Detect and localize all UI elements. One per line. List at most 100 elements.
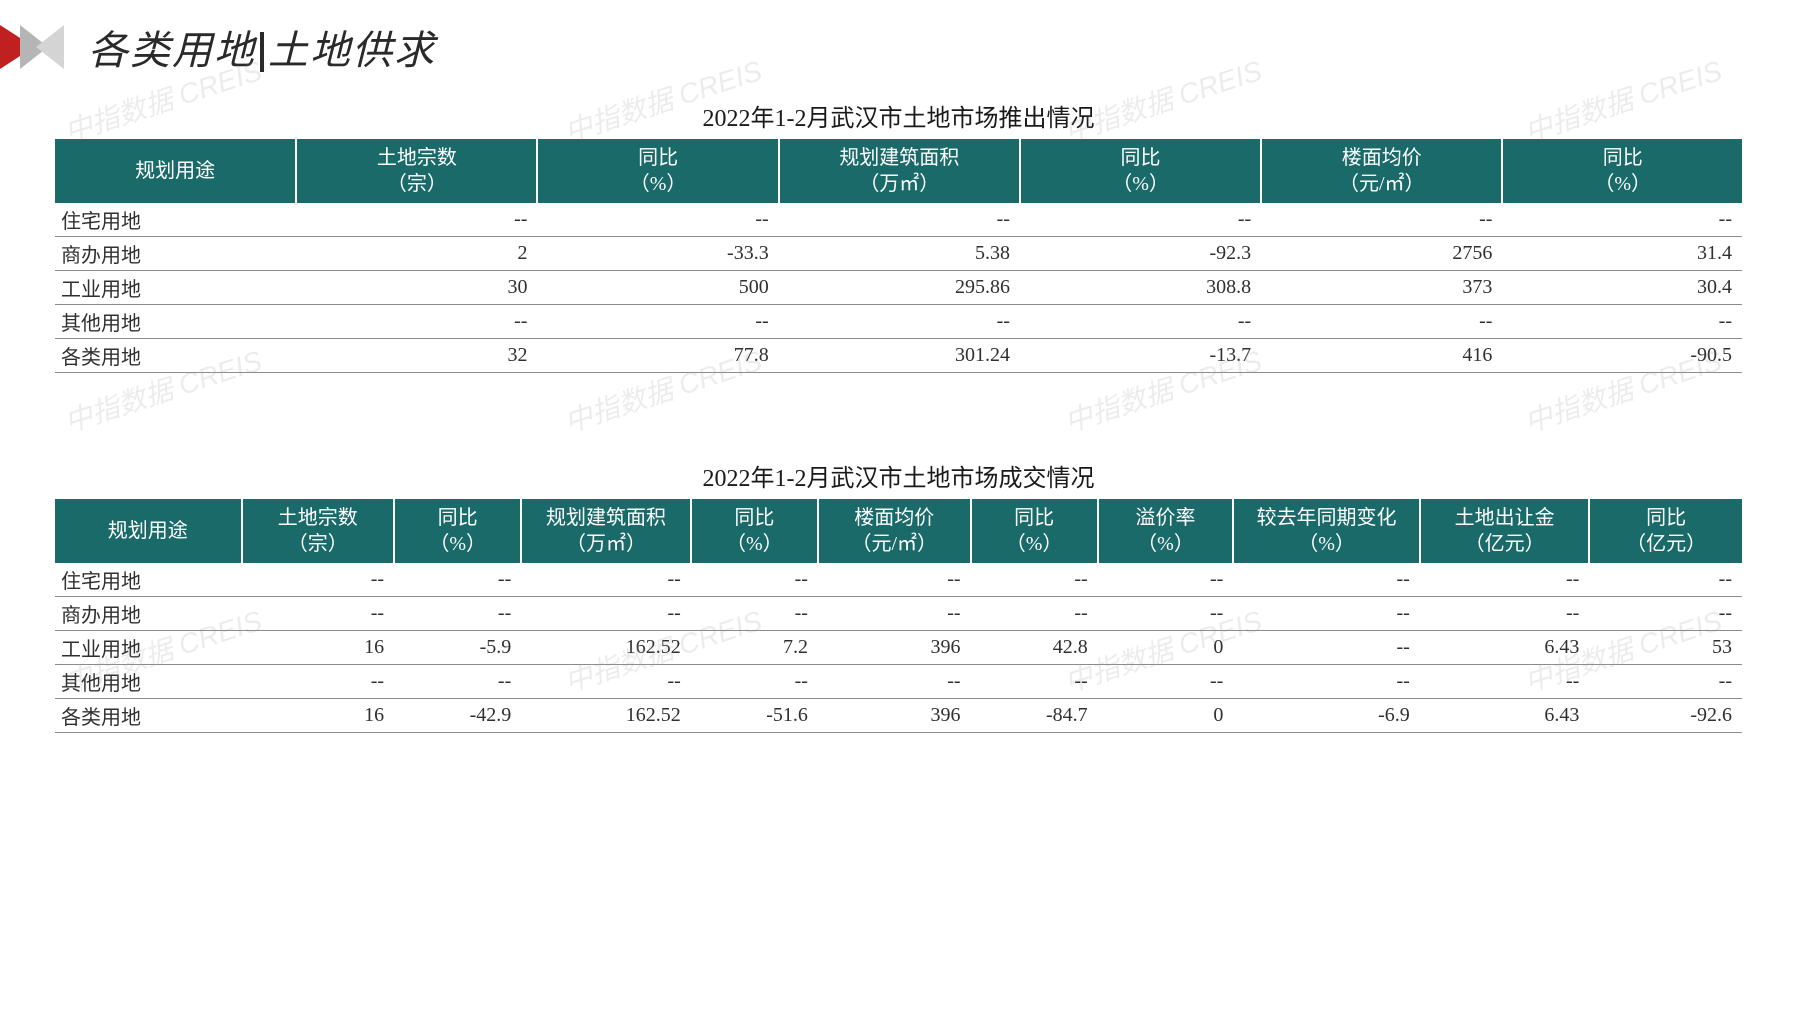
data-cell: -84.7 (971, 699, 1098, 733)
data-cell: 53 (1589, 631, 1742, 665)
table-row: 其他用地-------------------- (55, 665, 1742, 699)
table-header-cell: 同比（%） (537, 139, 778, 203)
data-cell: -- (818, 665, 971, 699)
data-cell: -- (1589, 665, 1742, 699)
table-header-cell: 同比（%） (691, 499, 818, 563)
data-cell: 162.52 (521, 699, 691, 733)
data-cell: -- (1502, 203, 1742, 237)
row-label-cell: 其他用地 (55, 665, 242, 699)
section-supply: 2022年1-2月武汉市土地市场推出情况 规划用途土地宗数（宗）同比（%）规划建… (55, 98, 1742, 373)
table-row: 商办用地2-33.35.38-92.3275631.4 (55, 237, 1742, 271)
table-row: 其他用地------------ (55, 305, 1742, 339)
data-cell: -- (1020, 305, 1261, 339)
data-cell: -- (242, 597, 395, 631)
title-divider-icon (260, 32, 264, 72)
data-cell: 77.8 (537, 339, 778, 373)
data-cell: -13.7 (1020, 339, 1261, 373)
table-header-cell: 规划用途 (55, 499, 242, 563)
page-header: 各类用地土地供求 (0, 18, 436, 76)
data-cell: 16 (242, 631, 395, 665)
table-header-cell: 楼面均价（元/㎡） (1261, 139, 1502, 203)
table1-title: 2022年1-2月武汉市土地市场推出情况 (55, 98, 1742, 133)
data-cell: 0 (1098, 699, 1234, 733)
data-cell: -- (1098, 665, 1234, 699)
data-cell: -92.3 (1020, 237, 1261, 271)
data-cell: -90.5 (1502, 339, 1742, 373)
page-title-left: 各类用地 (88, 28, 256, 73)
data-cell: 6.43 (1420, 699, 1590, 733)
table-row: 工业用地16-5.9162.527.239642.80--6.4353 (55, 631, 1742, 665)
data-cell: -- (1098, 597, 1234, 631)
data-cell: -- (818, 597, 971, 631)
data-cell: -- (394, 665, 521, 699)
row-label-cell: 各类用地 (55, 339, 296, 373)
data-cell: -- (1233, 665, 1420, 699)
data-cell: -5.9 (394, 631, 521, 665)
data-cell: -- (1261, 203, 1502, 237)
row-label-cell: 各类用地 (55, 699, 242, 733)
data-cell: 162.52 (521, 631, 691, 665)
data-cell: 16 (242, 699, 395, 733)
data-cell: 7.2 (691, 631, 818, 665)
data-cell: -- (1098, 563, 1234, 597)
data-cell: -- (1420, 563, 1590, 597)
data-cell: -33.3 (537, 237, 778, 271)
table-header-cell: 规划建筑面积（万㎡） (521, 499, 691, 563)
data-cell: -- (1233, 631, 1420, 665)
table-header-cell: 同比（%） (394, 499, 521, 563)
data-cell: 500 (537, 271, 778, 305)
data-cell: -- (537, 203, 778, 237)
table-header-cell: 较去年同期变化（%） (1233, 499, 1420, 563)
data-cell: -- (971, 665, 1098, 699)
data-cell: 295.86 (779, 271, 1020, 305)
data-cell: -- (1502, 305, 1742, 339)
table-row: 住宅用地------------ (55, 203, 1742, 237)
data-cell: -- (1233, 597, 1420, 631)
table-supply: 规划用途土地宗数（宗）同比（%）规划建筑面积（万㎡）同比（%）楼面均价（元/㎡）… (55, 139, 1742, 373)
data-cell: -- (1261, 305, 1502, 339)
row-label-cell: 工业用地 (55, 271, 296, 305)
data-cell: -- (818, 563, 971, 597)
table2-title: 2022年1-2月武汉市土地市场成交情况 (55, 458, 1742, 493)
data-cell: 2 (296, 237, 537, 271)
table-header-cell: 同比（%） (971, 499, 1098, 563)
table-row: 工业用地30500295.86308.837330.4 (55, 271, 1742, 305)
table-header-cell: 土地宗数（宗） (296, 139, 537, 203)
data-cell: -- (242, 665, 395, 699)
section-transaction: 2022年1-2月武汉市土地市场成交情况 规划用途土地宗数（宗）同比（%）规划建… (55, 458, 1742, 733)
data-cell: -- (394, 597, 521, 631)
data-cell: -42.9 (394, 699, 521, 733)
page-title-right: 土地供求 (268, 28, 436, 73)
data-cell: -6.9 (1233, 699, 1420, 733)
row-label-cell: 工业用地 (55, 631, 242, 665)
table-header-cell: 土地宗数（宗） (242, 499, 395, 563)
table-header-cell: 土地出让金（亿元） (1420, 499, 1590, 563)
data-cell: -92.6 (1589, 699, 1742, 733)
data-cell: 308.8 (1020, 271, 1261, 305)
data-cell: 30 (296, 271, 537, 305)
row-label-cell: 商办用地 (55, 597, 242, 631)
data-cell: 396 (818, 631, 971, 665)
data-cell: -51.6 (691, 699, 818, 733)
table-row: 各类用地3277.8301.24-13.7416-90.5 (55, 339, 1742, 373)
data-cell: -- (1589, 563, 1742, 597)
table-header-cell: 规划用途 (55, 139, 296, 203)
table-header-row: 规划用途土地宗数（宗）同比（%）规划建筑面积（万㎡）同比（%）楼面均价（元/㎡）… (55, 139, 1742, 203)
table-header-cell: 同比（%） (1020, 139, 1261, 203)
row-label-cell: 住宅用地 (55, 563, 242, 597)
data-cell: -- (779, 203, 1020, 237)
data-cell: 396 (818, 699, 971, 733)
data-cell: -- (1420, 665, 1590, 699)
row-label-cell: 其他用地 (55, 305, 296, 339)
data-cell: 0 (1098, 631, 1234, 665)
data-cell: -- (521, 597, 691, 631)
data-cell: 416 (1261, 339, 1502, 373)
table-header-cell: 溢价率（%） (1098, 499, 1234, 563)
data-cell: -- (521, 563, 691, 597)
data-cell: 6.43 (1420, 631, 1590, 665)
logo-icon (0, 25, 64, 69)
data-cell: -- (242, 563, 395, 597)
row-label-cell: 商办用地 (55, 237, 296, 271)
data-cell: -- (971, 597, 1098, 631)
data-cell: -- (1589, 597, 1742, 631)
